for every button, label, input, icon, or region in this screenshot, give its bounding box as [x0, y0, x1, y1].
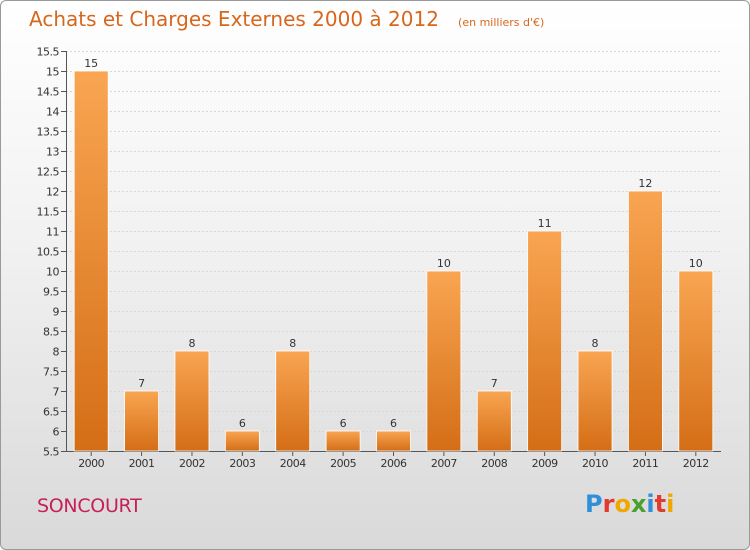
bar [476, 390, 512, 452]
x-tick-label: 2006 [381, 457, 407, 470]
data-label: 11 [538, 217, 552, 230]
bars [73, 70, 714, 452]
logo-letter: P [585, 490, 603, 518]
logo-letter: i [646, 490, 655, 518]
data-label: 15 [84, 57, 98, 70]
bar [628, 190, 663, 452]
bar [678, 270, 714, 452]
y-tick-label: 12.5 [37, 166, 60, 179]
x-tick-label: 2007 [431, 457, 457, 470]
bar [224, 430, 260, 452]
data-label: 8 [592, 337, 599, 350]
x-tick-label: 2003 [229, 457, 255, 470]
data-label: 10 [689, 257, 703, 270]
logo-letter: t [654, 490, 667, 518]
data-label: 7 [491, 377, 498, 390]
bar [577, 350, 613, 452]
y-tick-label: 15.5 [37, 46, 60, 59]
proxiti-logo: Proxiti [585, 490, 674, 518]
x-tick-label: 2008 [481, 457, 507, 470]
y-tick-label: 13 [46, 146, 59, 159]
y-tick-label: 7.5 [43, 366, 59, 379]
grid-lines [66, 51, 721, 452]
data-label: 6 [340, 417, 347, 430]
bar [124, 390, 159, 452]
data-label: 6 [390, 417, 397, 430]
data-label: 6 [239, 417, 246, 430]
y-tick-label: 9 [53, 306, 60, 319]
x-tick-label: 2002 [179, 457, 205, 470]
data-label: 8 [289, 337, 296, 350]
chart-title: Achats et Charges Externes 2000 à 2012 [29, 7, 439, 31]
x-tick-label: 2012 [683, 457, 709, 470]
y-tick-label: 14.5 [37, 86, 60, 99]
logo-letter: i [666, 490, 675, 518]
data-label: 8 [188, 337, 195, 350]
logo-letter: x [630, 490, 647, 518]
x-tick-label: 2000 [78, 457, 104, 470]
y-tick-label: 5.5 [43, 446, 59, 459]
bar [426, 270, 462, 452]
data-label: 10 [437, 257, 451, 270]
x-tick-label: 2010 [582, 457, 608, 470]
bar [376, 430, 411, 452]
y-tick-label: 7 [53, 386, 60, 399]
y-tick-label: 12 [46, 186, 59, 199]
bar [174, 350, 210, 452]
y-tick-label: 6.5 [43, 406, 59, 419]
x-tick-label: 2009 [532, 457, 558, 470]
x-tick-label: 2011 [632, 457, 658, 470]
x-tick-labels: 2000 2001 2002 2003 2004 2005 2006 2007 2008 2009… [78, 457, 709, 470]
x-tick-label: 2001 [129, 457, 155, 470]
data-label: 7 [138, 377, 145, 390]
x-tick-label: 2005 [330, 457, 356, 470]
title-row: Achats et Charges Externes 2000 à 2012 (… [29, 7, 544, 31]
chart-subtitle: (en milliers d'€) [458, 16, 545, 29]
axes [61, 51, 721, 456]
y-tick-label: 11 [46, 226, 59, 239]
bar [325, 430, 361, 452]
data-label: 12 [638, 177, 652, 190]
location-name: SONCOURT [37, 495, 142, 517]
y-tick-label: 6 [53, 426, 60, 439]
y-tick-label: 13.5 [37, 126, 60, 139]
y-tick-label: 11.5 [37, 206, 60, 219]
bar [527, 230, 563, 452]
y-tick-label: 15 [46, 66, 59, 79]
logo-letter: r [602, 490, 615, 518]
y-tick-label: 8.5 [43, 326, 59, 339]
y-tick-labels: 5.5 6 6.5 7 7.5 8 8.5 9 9.5 10 10.5 11 11.5 12 12.5 13 1… [37, 46, 61, 459]
y-tick-label: 10.5 [37, 246, 60, 259]
y-tick-label: 10 [46, 266, 59, 279]
logo-letter: o [614, 490, 631, 518]
bar [275, 350, 311, 452]
x-tick-label: 2004 [280, 457, 306, 470]
bar [73, 70, 109, 452]
y-tick-label: 14 [46, 106, 59, 119]
data-labels: 15 7 8 6 8 6 6 10 7 11 8 12 10 [84, 57, 703, 430]
y-tick-label: 9.5 [43, 286, 59, 299]
y-tick-label: 8 [53, 346, 60, 359]
